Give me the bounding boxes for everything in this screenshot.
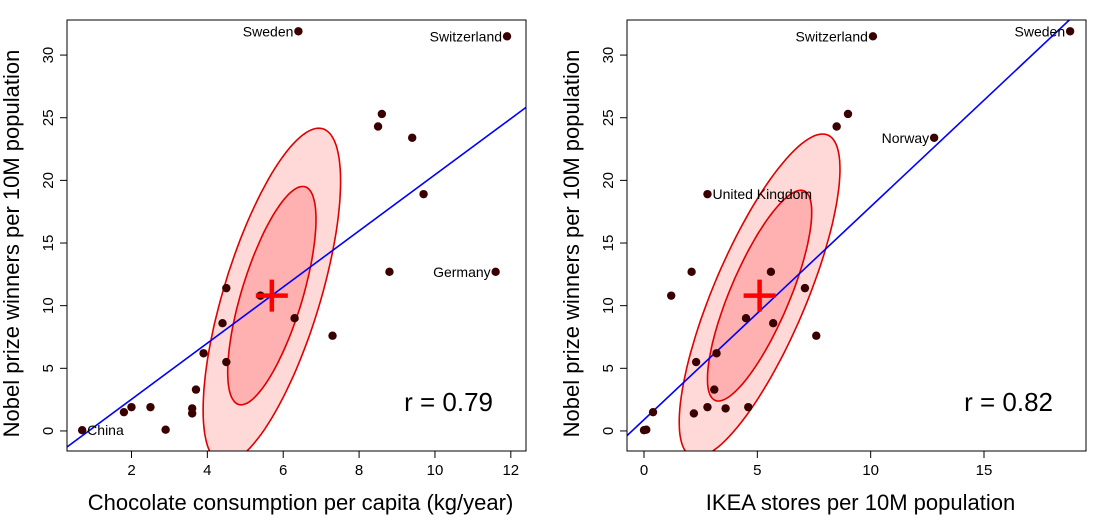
data-point <box>703 189 712 199</box>
data-point <box>667 291 676 300</box>
point-label: United Kingdom <box>712 186 812 202</box>
data-point <box>687 267 696 277</box>
data-point <box>328 331 337 340</box>
data-point <box>648 407 658 417</box>
data-point <box>491 267 500 277</box>
point-label: Norway <box>882 130 929 146</box>
correlation-label: r = 0.82 <box>964 387 1053 417</box>
data-point <box>222 283 231 293</box>
x-tick-label: 0 <box>640 462 648 479</box>
y-tick-label: 10 <box>600 297 617 314</box>
y-tick-label: 15 <box>600 235 617 252</box>
data-point <box>741 313 751 323</box>
data-point <box>290 313 299 323</box>
y-tick-label: 0 <box>600 427 617 435</box>
point-label: Germany <box>433 264 491 280</box>
point-label: Sweden <box>243 23 294 39</box>
data-point <box>222 357 231 367</box>
x-tick-label: 10 <box>427 462 444 479</box>
x-tick-label: 8 <box>355 462 363 479</box>
data-point <box>929 133 939 142</box>
data-point <box>377 109 387 119</box>
data-point <box>721 404 730 413</box>
data-point <box>766 267 776 277</box>
data-point <box>800 283 810 293</box>
data-point <box>373 122 383 131</box>
plot-frame <box>626 19 1087 452</box>
plot-frame <box>66 19 527 452</box>
data-point <box>689 409 699 418</box>
y-tick-label: 15 <box>40 235 57 252</box>
data-point <box>77 426 87 435</box>
x-tick-label: 12 <box>502 462 519 479</box>
point-label: Switzerland <box>430 28 502 44</box>
panel-1: China Sweden Germany Switzerland r = 0.79 2 4 6… <box>0 19 527 515</box>
x-tick-label: 4 <box>203 462 211 479</box>
data-point <box>385 267 394 277</box>
x-tick-label: 2 <box>127 462 135 479</box>
y-tick-label: 5 <box>600 364 617 372</box>
x-axis-title: Chocolate consumption per capita (kg/yea… <box>88 490 514 515</box>
data-point <box>642 425 651 434</box>
point-label: China <box>87 422 124 438</box>
data-point <box>218 319 227 328</box>
data-point <box>691 357 701 367</box>
x-tick-label: 10 <box>862 462 879 479</box>
plot-area <box>67 27 526 451</box>
point-label: Sweden <box>1015 23 1066 39</box>
data-point <box>1065 27 1075 36</box>
data-point <box>199 349 208 358</box>
data-point <box>407 133 417 142</box>
data-point <box>161 425 170 434</box>
data-point <box>419 189 428 199</box>
data-point <box>703 402 712 412</box>
x-tick-label: 15 <box>976 462 993 479</box>
data-point <box>812 331 821 340</box>
data-point <box>832 122 841 131</box>
correlation-label: r = 0.79 <box>404 387 493 417</box>
y-axis-title: Nobel prize winners per 10M population <box>0 50 24 438</box>
y-tick-label: 20 <box>600 172 617 189</box>
data-point <box>868 32 878 41</box>
x-tick-label: 6 <box>279 462 287 479</box>
data-point <box>769 319 778 328</box>
y-tick-label: 0 <box>40 427 57 435</box>
y-tick-label: 10 <box>40 297 57 314</box>
y-tick-label: 30 <box>40 47 57 64</box>
data-point <box>127 402 136 412</box>
data-point <box>843 109 853 119</box>
panel-2: United Kingdom Switzerland Norway Sweden r =… <box>559 19 1087 515</box>
data-point <box>712 349 721 358</box>
data-point <box>146 402 155 412</box>
data-point <box>191 385 201 394</box>
data-point <box>187 404 197 413</box>
data-point <box>294 27 303 36</box>
y-tick-label: 25 <box>40 109 57 126</box>
y-tick-label: 20 <box>40 172 57 189</box>
y-tick-label: 30 <box>600 47 617 64</box>
x-tick-label: 5 <box>753 462 761 479</box>
regression-line <box>627 20 1071 437</box>
data-point <box>119 407 129 417</box>
point-label: Switzerland <box>796 28 868 44</box>
y-tick-label: 25 <box>600 109 617 126</box>
y-tick-label: 5 <box>40 364 57 372</box>
x-axis-title: IKEA stores per 10M population <box>706 490 1015 515</box>
data-point <box>710 385 719 394</box>
plot-area <box>627 20 1075 451</box>
data-point <box>502 32 512 41</box>
data-point <box>744 402 753 412</box>
y-axis-title: Nobel prize winners per 10M population <box>559 50 584 438</box>
regression-line <box>67 106 526 448</box>
